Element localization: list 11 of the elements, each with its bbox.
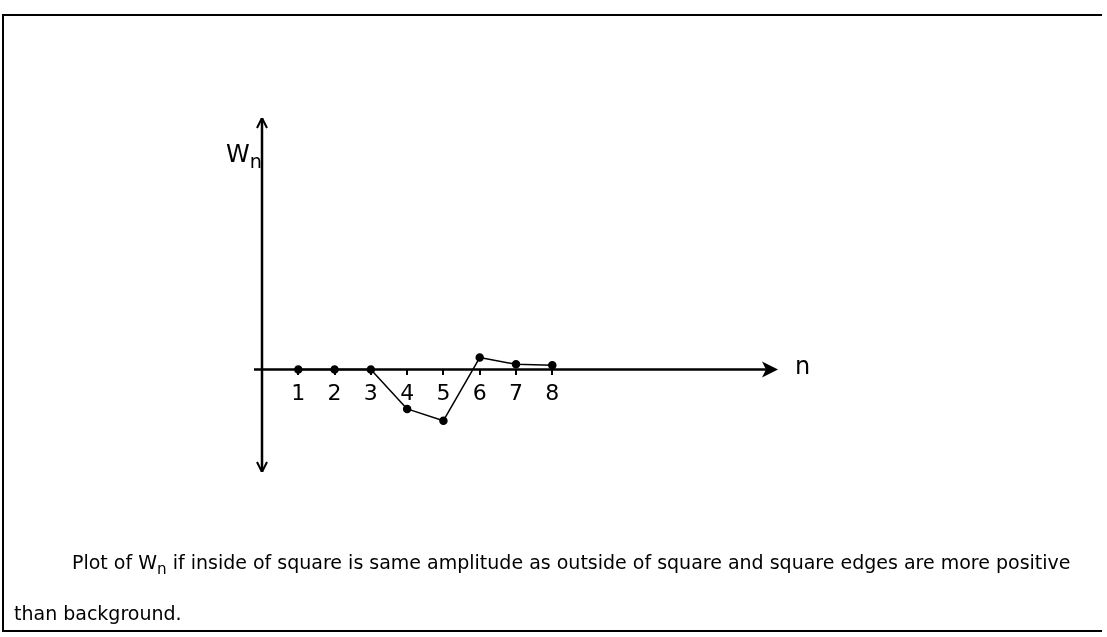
x-tick-label: 4 bbox=[400, 380, 415, 406]
x-tick-label: 6 bbox=[472, 380, 487, 406]
x-tick-label: 3 bbox=[363, 380, 378, 406]
x-tick-label: 2 bbox=[327, 380, 342, 406]
text: W$_{n}$ bbox=[226, 140, 262, 173]
text: Plot of W$_{n}$ if inside of square is same amplitude as outside of square and square edges are more positive than background. bbox=[14, 551, 1071, 624]
x-tick-label: 7 bbox=[509, 380, 523, 406]
x-axis-title: n bbox=[795, 352, 811, 380]
x-tick-label: 5 bbox=[436, 380, 451, 406]
x-tick-label: 8 bbox=[545, 380, 560, 406]
x-tick-label: 1 bbox=[291, 380, 306, 406]
